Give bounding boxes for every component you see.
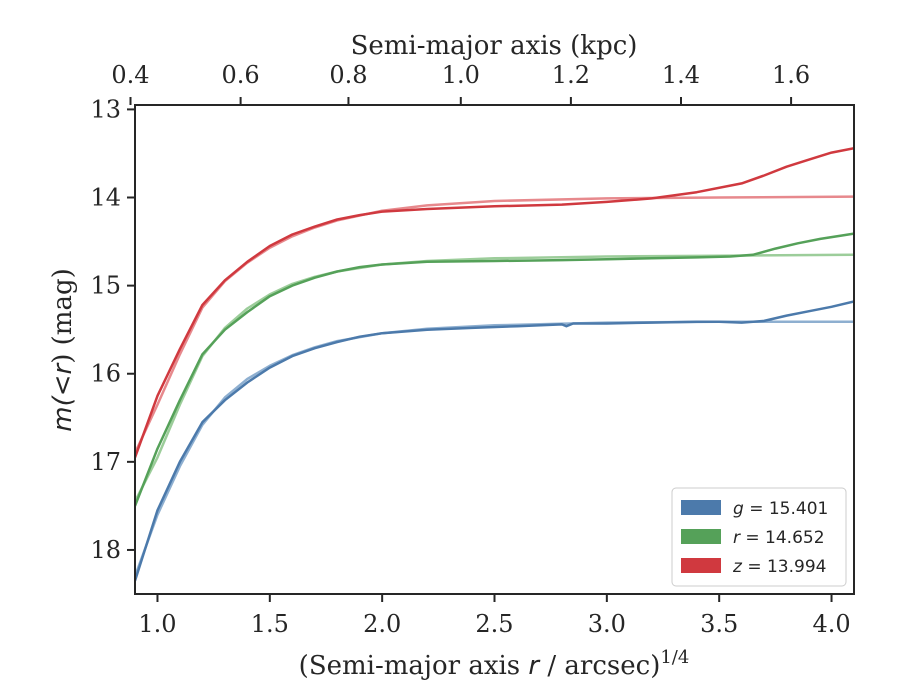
x-tick-label: 2.5: [475, 610, 513, 638]
series-lines: [135, 146, 854, 582]
x-tick-label: 1.5: [251, 610, 289, 638]
y-tick-label: 16: [90, 360, 121, 388]
top-tick-label: 0.6: [222, 61, 260, 89]
top-tick-label: 0.8: [329, 61, 367, 89]
x-tick-label: 4.0: [812, 610, 850, 638]
top-tick-label: 1.0: [442, 61, 480, 89]
y-tick-label: 18: [90, 536, 121, 564]
model-line-z: [135, 195, 854, 454]
series-layer: [135, 146, 854, 582]
bottom-axis-label-var: r: [528, 651, 541, 681]
bottom-axis-label-exponent: 1/4: [660, 647, 689, 668]
top-tick-label: 1.4: [662, 61, 700, 89]
legend-label-z: z = 13.994: [732, 557, 826, 577]
bottom-axis-label: (Semi-major axis r / arcsec)1/4: [299, 647, 690, 681]
y-axis-label-post: ) (mag): [48, 268, 78, 364]
top-axis: 0.4 0.6 0.8 1.0 1.2 1.4 1.6: [111, 61, 810, 105]
left-axis: 13 14 15 16 17 18: [90, 95, 135, 564]
legend-swatch-r: [681, 529, 721, 544]
data-line-z: [135, 146, 854, 458]
top-tick-label: 1.6: [772, 61, 810, 89]
y-tick-label: 13: [90, 95, 121, 123]
x-tick-label: 2.0: [363, 610, 401, 638]
y-tick-label: 14: [90, 184, 121, 212]
y-axis-label-pre: m(<: [48, 374, 78, 431]
legend-swatch-g: [681, 500, 721, 515]
legend-label-g: g = 15.401: [733, 499, 828, 519]
legend: g = 15.401 r = 14.652 z = 13.994: [671, 487, 847, 587]
data-line-g: [135, 300, 854, 582]
y-axis-label-var: r: [48, 361, 78, 374]
x-tick-label: 1.0: [138, 610, 176, 638]
x-tick-label: 3.0: [588, 610, 626, 638]
bottom-axis-label-pre: (Semi-major axis: [299, 651, 529, 681]
top-axis-label: Semi-major axis (kpc): [351, 31, 638, 61]
y-tick-label: 15: [90, 272, 121, 300]
top-tick-label: 1.2: [552, 61, 590, 89]
bottom-axis-label-post: / arcsec): [539, 651, 660, 681]
legend-swatch-z: [681, 558, 721, 573]
top-tick-label: 0.4: [111, 61, 149, 89]
bottom-axis: 1.0 1.5 2.0 2.5 3.0 3.5 4.0: [138, 594, 851, 638]
x-tick-label: 3.5: [700, 610, 738, 638]
y-tick-label: 17: [90, 448, 121, 476]
legend-label-r: r = 14.652: [733, 528, 825, 548]
y-axis-label: m(<r) (mag): [48, 268, 78, 431]
data-line-r: [135, 232, 854, 507]
